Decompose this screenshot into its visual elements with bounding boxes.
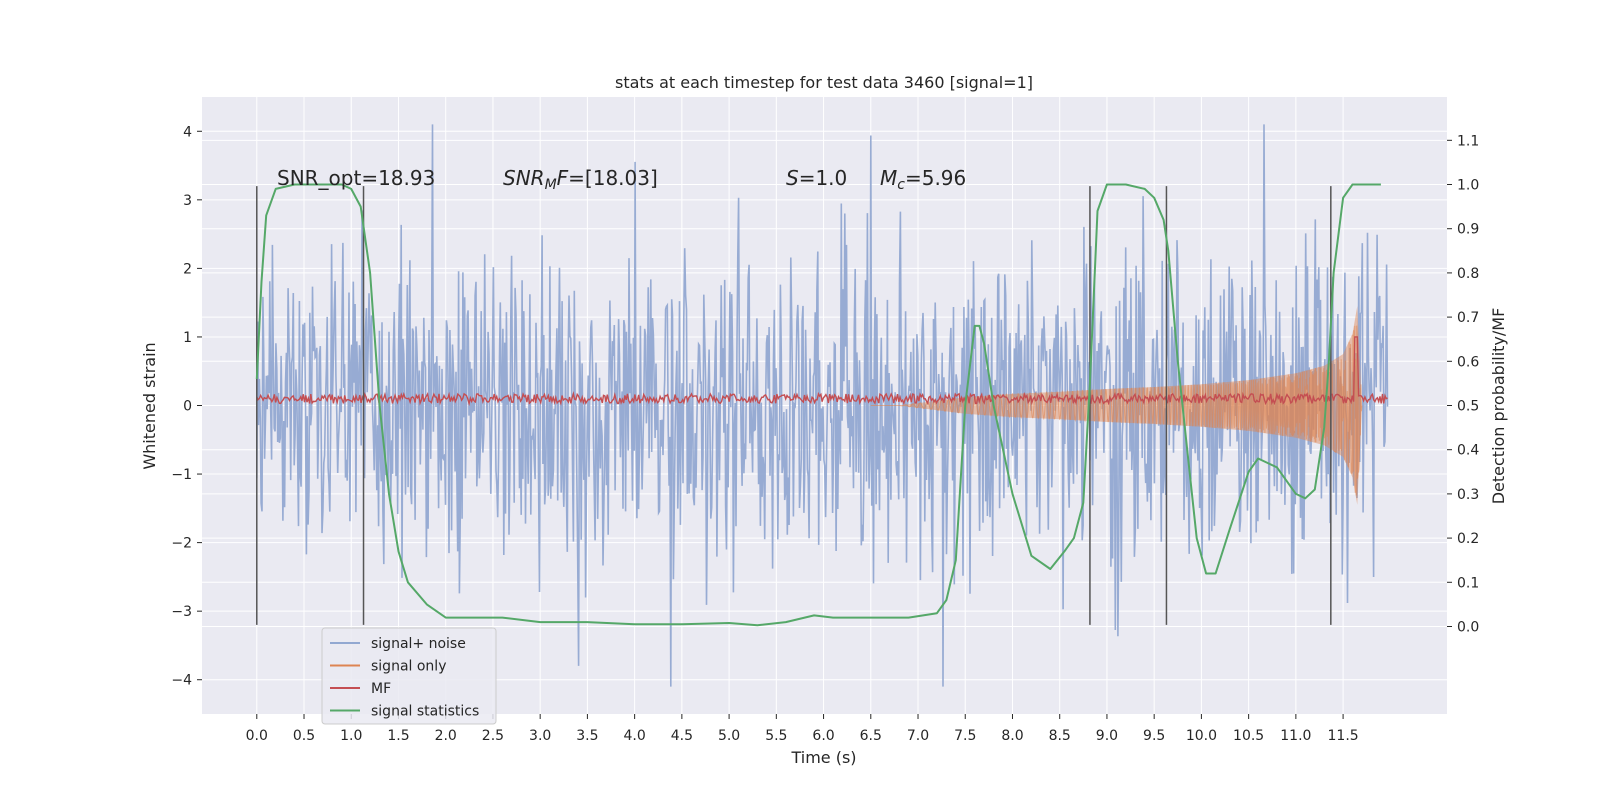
x-tick-label: 9.0 [1096, 728, 1118, 744]
y-left-tick-label: −4 [171, 673, 192, 689]
snr-mf-rest: =[18.03] [568, 166, 658, 190]
x-tick-label: 7.5 [954, 728, 976, 744]
legend-box [321, 627, 497, 725]
annotation-s: S=1.0 [786, 166, 847, 190]
x-tick-label: 11.5 [1328, 728, 1359, 744]
y-left-axis-ticks: −4 −3 −2 −1 0 1 2 3 4 [171, 124, 202, 689]
y-right-tick-label: 0.5 [1457, 399, 1479, 415]
y-left-tick-label: 0 [183, 399, 192, 415]
y-right-tick-label: 1.0 [1457, 178, 1479, 194]
y-right-tick-label: 0.8 [1457, 266, 1479, 282]
series-signal-only-envelope [899, 306, 1362, 505]
x-tick-label: 5.5 [765, 728, 787, 744]
y-right-tick-label: 0.4 [1457, 443, 1479, 459]
x-tick-label: 10.5 [1233, 728, 1264, 744]
x-tick-label: 2.0 [435, 728, 457, 744]
x-tick-label: 7.0 [907, 728, 929, 744]
s-base: S [786, 166, 799, 190]
y-left-tick-label: −2 [171, 536, 192, 552]
chart-title: stats at each timestep for test data 346… [615, 73, 1033, 92]
snr-mf-base: SNR [503, 166, 545, 190]
x-tick-label: 4.5 [671, 728, 693, 744]
y-right-tick-label: 0.7 [1457, 310, 1479, 326]
mc-sub: c [897, 177, 905, 193]
legend-label: signal only [371, 659, 446, 675]
y-left-tick-label: −1 [171, 467, 192, 483]
x-tick-label: 4.0 [623, 728, 645, 744]
y-left-tick-label: 1 [183, 330, 192, 346]
x-tick-label: 8.0 [1001, 728, 1023, 744]
y-right-axis-ticks: 0.0 0.1 0.2 0.3 0.4 0.5 0.6 0.7 0.8 0.9 1.0 1.1 [1447, 133, 1479, 635]
snr-mf-f: F [557, 166, 569, 190]
annotation-snr-mf: SNRMF=[18.03] [503, 166, 658, 193]
y-right-tick-label: 0.6 [1457, 354, 1479, 370]
x-tick-label: 8.5 [1049, 728, 1071, 744]
legend-label: MF [371, 681, 391, 697]
data-layer [256, 124, 1389, 687]
snr-mf-sub: M [545, 177, 557, 193]
series-signal-only [870, 325, 1363, 496]
x-tick-label: 5.0 [718, 728, 740, 744]
legend-label: signal+ noise [371, 636, 466, 652]
y-right-tick-label: 0.9 [1457, 222, 1479, 238]
y-left-axis-label: Whitened strain [140, 342, 159, 469]
y-right-tick-label: 1.1 [1457, 133, 1479, 149]
y-right-tick-label: 0.0 [1457, 619, 1479, 635]
x-tick-label: 9.5 [1143, 728, 1165, 744]
x-tick-label: 1.5 [387, 728, 409, 744]
y-right-axis-label: Detection probability/MF [1489, 308, 1508, 505]
vertical-markers [256, 186, 1332, 625]
x-axis-label: Time (s) [790, 748, 856, 767]
x-tick-label: 0.5 [293, 728, 315, 744]
x-tick-label: 1.0 [340, 728, 362, 744]
x-tick-label: 3.5 [576, 728, 598, 744]
series-signal-statistics [255, 183, 1381, 627]
x-tick-label: 11.0 [1280, 728, 1311, 744]
annotation-mc: Mc=5.96 [880, 166, 966, 193]
x-tick-label: 10.0 [1186, 728, 1217, 744]
x-tick-label: 6.0 [812, 728, 834, 744]
mc-rest: =5.96 [905, 166, 966, 190]
y-left-tick-label: 4 [183, 124, 192, 140]
series-mf [256, 336, 1388, 407]
x-tick-label: 0.0 [246, 728, 268, 744]
legend-label: signal statistics [371, 704, 479, 720]
y-left-tick-label: 3 [183, 193, 192, 209]
x-tick-label: 3.0 [529, 728, 551, 744]
y-right-tick-label: 0.1 [1457, 575, 1479, 591]
annotation-snr-opt: SNR_opt=18.93 [277, 166, 435, 190]
y-left-tick-label: −3 [171, 604, 192, 620]
mc-base: M [880, 166, 897, 190]
series-signal-noise [256, 124, 1389, 687]
x-tick-label: 6.5 [860, 728, 882, 744]
x-tick-label: 2.5 [482, 728, 504, 744]
y-right-tick-label: 0.2 [1457, 531, 1479, 547]
y-left-tick-label: 2 [183, 261, 192, 277]
x-axis-ticks: 0.0 0.5 1.0 1.5 2.0 2.5 3.0 3.5 4.0 4.5 5.0 5.5 6.0 6… [246, 714, 1359, 744]
signal-statistics-layer [255, 183, 1381, 627]
s-rest: =1.0 [799, 166, 848, 190]
y-right-tick-label: 0.3 [1457, 487, 1479, 503]
legend: signal+ noise signal only MF signal statist… [321, 627, 497, 725]
